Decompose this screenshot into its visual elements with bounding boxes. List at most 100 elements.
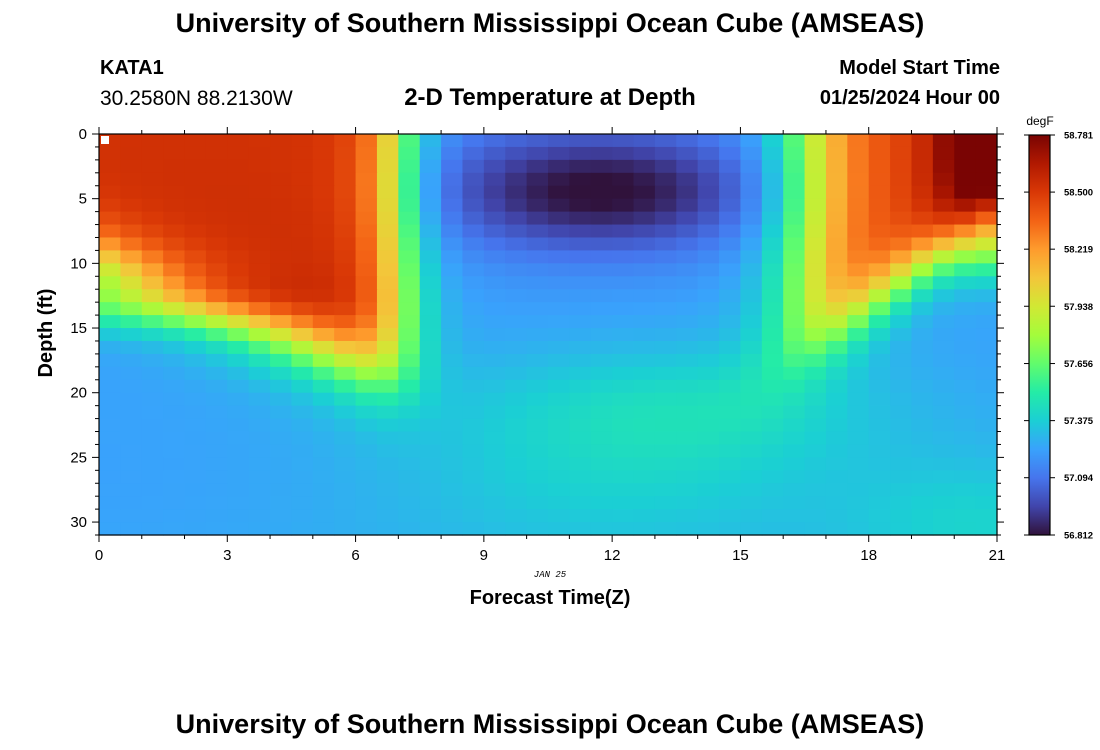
heatmap-cell: [590, 483, 613, 497]
heatmap-cell: [890, 289, 913, 303]
heatmap-cell: [697, 250, 720, 264]
heatmap-cell: [270, 224, 293, 239]
heatmap-cell: [505, 457, 528, 471]
heatmap-cell: [612, 276, 635, 290]
heatmap-cell: [932, 340, 955, 355]
heatmap-cell: [590, 211, 613, 226]
heatmap-cell: [99, 340, 121, 355]
heatmap-cell: [975, 496, 998, 510]
heatmap-cell: [676, 134, 699, 148]
heatmap-cell: [847, 198, 870, 213]
heatmap-cell: [783, 431, 806, 446]
heatmap-cell: [227, 509, 250, 523]
heatmap-cell: [825, 172, 848, 187]
heatmap-cell: [868, 457, 891, 471]
heatmap-cell: [932, 198, 955, 213]
heatmap-cell: [526, 431, 549, 446]
heatmap-cell: [740, 276, 763, 290]
heatmap-cell: [633, 302, 656, 316]
heatmap-cell: [975, 315, 998, 329]
heatmap-cell: [761, 159, 784, 174]
heatmap-cell: [633, 263, 656, 277]
heatmap-cell: [227, 263, 250, 277]
heatmap-cell: [355, 302, 378, 316]
heatmap-cell: [120, 444, 143, 458]
heatmap-cell: [526, 366, 549, 381]
heatmap-cell: [761, 522, 784, 536]
heatmap-cell: [548, 328, 570, 342]
heatmap-cell: [205, 315, 228, 329]
heatmap-cell: [398, 431, 421, 446]
heatmap-cell: [740, 457, 763, 471]
heatmap-cell: [334, 172, 357, 187]
heatmap-cell: [505, 211, 528, 226]
heatmap-cell: [398, 211, 421, 226]
heatmap-cell: [483, 172, 506, 187]
heatmap-cell: [205, 340, 228, 355]
heatmap-cell: [270, 483, 293, 497]
heatmap-cell: [975, 405, 998, 420]
heatmap-cell: [312, 496, 335, 510]
heatmap-cell: [334, 328, 357, 342]
heatmap-cell: [334, 302, 357, 316]
heatmap-cell: [376, 340, 399, 355]
heatmap-cell: [205, 237, 228, 252]
heatmap-cell: [890, 366, 913, 381]
heatmap-cell: [163, 366, 186, 381]
heatmap-cell: [441, 444, 464, 458]
heatmap-cell: [825, 418, 848, 433]
heatmap-cell: [804, 224, 827, 239]
heatmap-cell: [312, 302, 335, 316]
heatmap-cell: [526, 211, 549, 226]
heatmap-cell: [462, 328, 485, 342]
heatmap-cell: [932, 289, 955, 303]
heatmap-cell: [291, 366, 314, 381]
heatmap-cell: [184, 470, 207, 484]
heatmap-cell: [248, 276, 271, 290]
heatmap-cell: [505, 444, 528, 458]
heatmap-cell: [483, 237, 506, 252]
heatmap-cell: [548, 483, 570, 497]
heatmap-cell: [227, 250, 250, 264]
heatmap-cell: [612, 159, 635, 174]
heatmap-cell: [697, 470, 720, 484]
heatmap-cell: [483, 276, 506, 290]
heatmap-cell: [291, 522, 314, 536]
model-start-time: 01/25/2024 Hour 00: [819, 87, 1000, 109]
x-tick-label: 6: [351, 547, 359, 564]
heatmap-cell: [526, 198, 549, 213]
heatmap-cell: [334, 522, 357, 536]
heatmap-cell: [120, 328, 143, 342]
heatmap-cell: [783, 470, 806, 484]
heatmap-cell: [505, 315, 528, 329]
date-label: JAN 25: [534, 570, 567, 580]
heatmap-cell: [291, 134, 314, 148]
heatmap-cell: [441, 302, 464, 316]
plot-frame: [98, 133, 998, 536]
heatmap-cell: [205, 276, 228, 290]
heatmap-cell: [291, 431, 314, 446]
heatmap-cell: [184, 522, 207, 536]
heatmap-cell: [548, 315, 570, 329]
heatmap-cell: [954, 379, 977, 394]
heatmap-cell: [740, 211, 763, 226]
heatmap-cell: [825, 315, 848, 329]
heatmap-cell: [932, 392, 955, 407]
heatmap-cell: [376, 509, 399, 523]
heatmap-cell: [205, 379, 228, 394]
heatmap-cell: [847, 134, 870, 148]
heatmap-cell: [719, 418, 742, 433]
heatmap-cell: [248, 289, 271, 303]
heatmap-cell: [740, 224, 763, 239]
heatmap-cell: [441, 185, 464, 200]
heatmap-cell: [163, 276, 186, 290]
heatmap-cell: [697, 263, 720, 277]
heatmap-cell: [120, 431, 143, 446]
heatmap-cell: [783, 276, 806, 290]
heatmap-cell: [761, 315, 784, 329]
heatmap-cell: [334, 185, 357, 200]
heatmap-cell: [526, 509, 549, 523]
heatmap-cell: [355, 431, 378, 446]
heatmap-cell: [697, 146, 720, 161]
heatmap-cell: [740, 237, 763, 252]
